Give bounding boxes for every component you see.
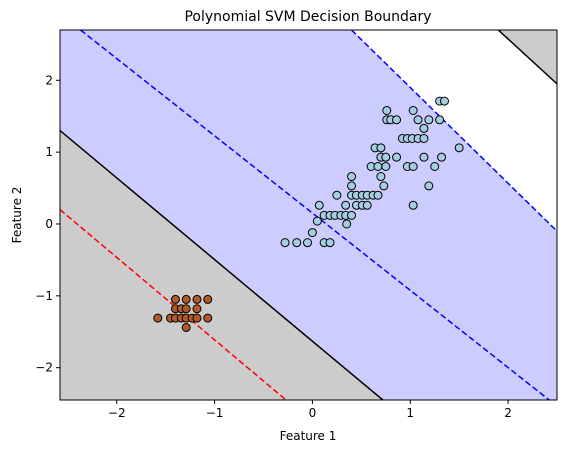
series-0-point [381, 162, 391, 171]
series-0-point [312, 216, 322, 226]
series-1-point [203, 313, 213, 323]
series-1-point [170, 294, 180, 304]
series-0-point [424, 181, 434, 191]
series-0-point [419, 123, 429, 133]
region-1 [60, 30, 557, 400]
series-0-point [373, 190, 383, 200]
series-0-point [307, 228, 317, 238]
series-0-point [280, 238, 290, 248]
series-1-point [192, 313, 202, 323]
plot-frame [59, 29, 558, 401]
series-0-point [419, 152, 429, 162]
series-0-point [437, 152, 447, 162]
margin-upper-line [351, 30, 557, 232]
series-0-point [376, 172, 386, 182]
y-tick-label: 2 [45, 73, 53, 87]
series-0-point [347, 181, 357, 191]
series-0-point [408, 162, 418, 171]
series-1-point [203, 294, 213, 304]
series-0-point [424, 115, 434, 125]
series-0-point [439, 96, 449, 106]
series-0-point [381, 152, 391, 162]
x-tick-label: −1 [206, 406, 224, 420]
series-1-point [192, 304, 202, 314]
decision-boundary-lower-line [60, 130, 384, 400]
x-tick-label: 2 [504, 406, 512, 420]
series-0-point [392, 115, 402, 125]
series-0-point [408, 200, 418, 210]
series-1-point [192, 294, 202, 304]
boundary-lines [60, 30, 557, 400]
series-0-point [292, 238, 302, 248]
data-points [153, 96, 464, 332]
y-tick-label: 0 [45, 217, 53, 231]
series-1-point [153, 313, 163, 323]
series-0-point [408, 105, 418, 115]
y-tick-label: −1 [35, 289, 53, 303]
series-0-point [342, 219, 352, 229]
x-axis-ticks: −2 −1 0 1 2 [108, 400, 512, 420]
series-0-point [347, 172, 357, 182]
series-0-point [419, 133, 429, 143]
y-axis-ticks: −2 −1 0 1 2 [35, 73, 60, 375]
series-0-point [430, 162, 440, 171]
series-1-point [181, 294, 191, 304]
series-0-point [454, 143, 464, 153]
series-0-point [382, 105, 392, 115]
series-0-point [362, 200, 372, 210]
series-1-point [181, 322, 191, 332]
series-0-point [303, 238, 313, 248]
y-axis-label: Feature 2 [10, 187, 24, 244]
series-0-point [435, 115, 445, 125]
x-tick-label: 1 [406, 406, 414, 420]
series-0-point [314, 200, 324, 210]
chart-title: Polynomial SVM Decision Boundary [184, 9, 431, 25]
y-tick-label: 1 [45, 145, 53, 159]
x-tick-label: 0 [309, 406, 317, 420]
series-0-point [341, 200, 351, 210]
series-0-point [325, 238, 335, 248]
series-0-point [332, 190, 342, 200]
series-0-point [392, 152, 402, 162]
x-axis-label: Feature 1 [280, 429, 337, 443]
x-tick-label: −2 [108, 406, 126, 420]
margin-middle-upper-line [80, 30, 550, 400]
series-0-point [413, 115, 423, 125]
series-0-point [373, 162, 383, 171]
series-0-point [376, 143, 386, 153]
series-1-point [181, 304, 191, 314]
decision-boundary-upper-line [497, 30, 557, 85]
series-0-point [347, 210, 357, 220]
series-0-point [379, 181, 389, 191]
y-tick-label: −2 [35, 361, 53, 375]
margin-lower-line [60, 209, 287, 400]
